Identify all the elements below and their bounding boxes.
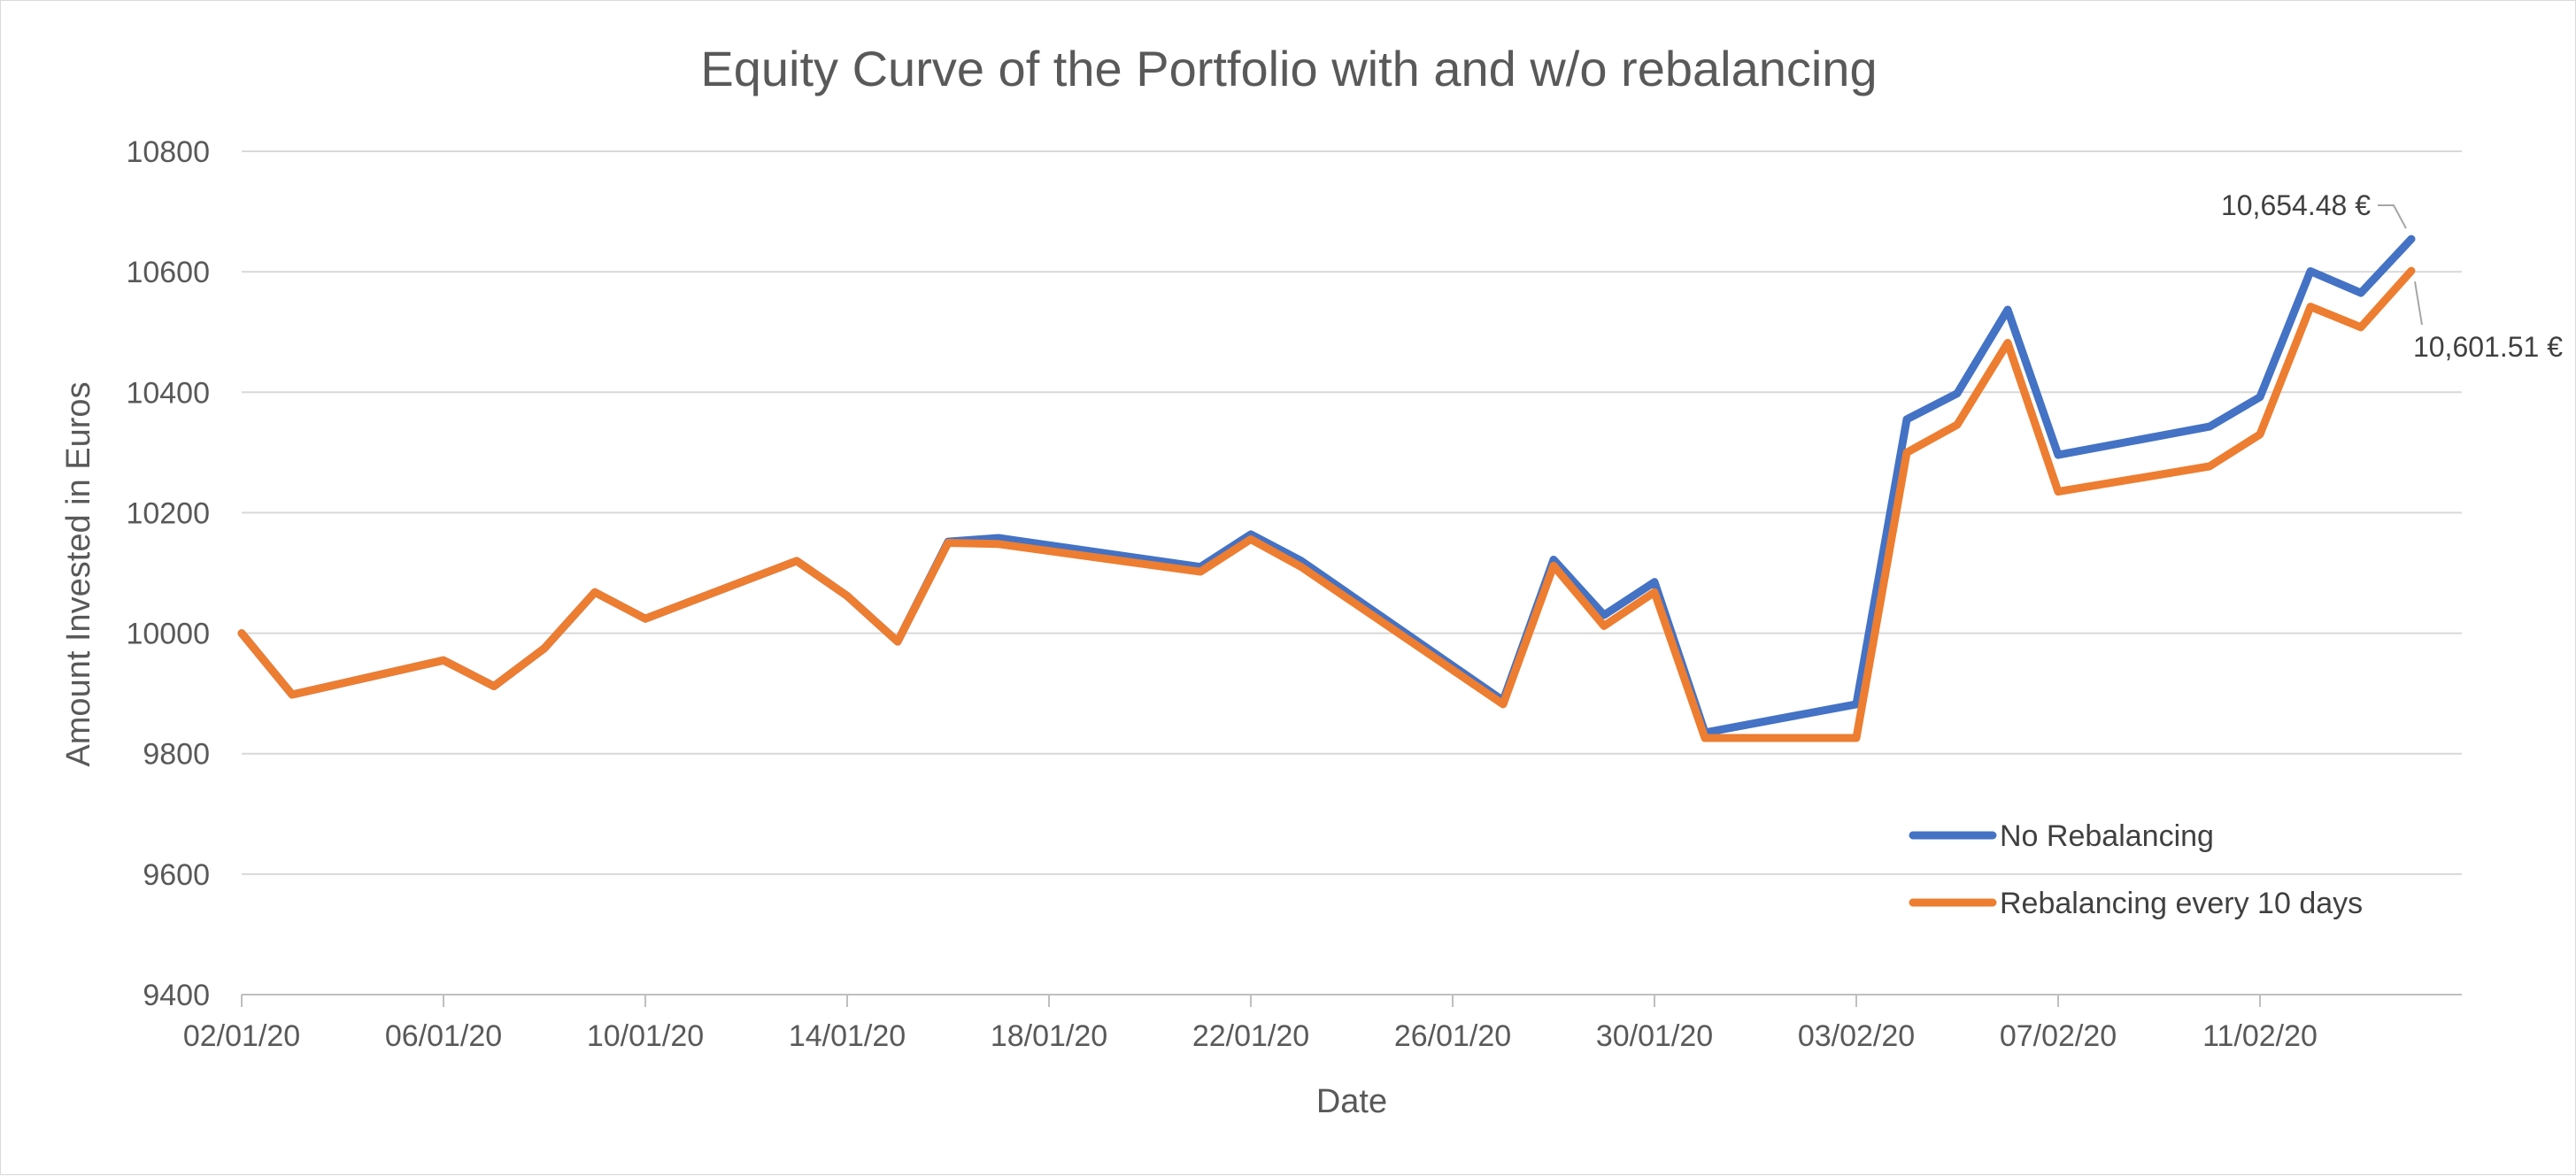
- y-tick-label: 10000: [126, 618, 210, 651]
- series-lines: [237, 234, 2416, 742]
- y-tick-label: 9400: [143, 979, 210, 1012]
- y-tick-label: 10200: [126, 496, 210, 530]
- data-label-leader: [2414, 281, 2423, 326]
- x-tick-label: 14/01/20: [789, 1019, 906, 1053]
- legend-label-rebalancing: Rebalancing every 10 days: [2000, 887, 2363, 920]
- data-annotations: 10,654.48 € 10,601.51 €: [2221, 189, 2563, 363]
- x-tick-label: 06/01/20: [385, 1019, 502, 1053]
- x-axis-title: Date: [1316, 1083, 1387, 1120]
- y-tick-label: 9800: [143, 738, 210, 772]
- y-tick-label: 10400: [126, 376, 210, 410]
- legend: No Rebalancing Rebalancing every 10 days: [1909, 819, 2363, 920]
- gridlines: 9400 9600 9800 10000 10200 10400 10600 10800: [126, 135, 2462, 1012]
- y-tick-label: 10600: [126, 256, 210, 289]
- x-tick-label: 22/01/20: [1192, 1019, 1309, 1053]
- x-tick-label: 02/01/20: [183, 1019, 300, 1053]
- x-tick-label: 30/01/20: [1596, 1019, 1713, 1053]
- x-tick-label: 18/01/20: [991, 1019, 1107, 1053]
- chart-title: Equity Curve of the Portfolio with and w…: [700, 41, 1877, 96]
- y-axis-title: Amount Invested in Euros: [60, 381, 97, 766]
- legend-label-no-rebalancing: No Rebalancing: [2000, 819, 2214, 853]
- x-tick-label: 11/02/20: [2202, 1019, 2318, 1053]
- data-label-end-no-rebalancing: 10,654.48 €: [2221, 189, 2371, 221]
- x-tick-label: 26/01/20: [1394, 1019, 1511, 1053]
- y-tick-label: 9600: [143, 858, 210, 892]
- data-label-leader: [2378, 204, 2407, 229]
- axes: 02/01/20 06/01/20 10/01/20 14/01/20 18/01/20…: [183, 994, 2462, 1053]
- x-tick-label: 10/01/20: [587, 1019, 704, 1053]
- x-tick-label: 07/02/20: [2000, 1019, 2117, 1053]
- data-label-end-rebalancing: 10,601.51 €: [2413, 331, 2563, 363]
- x-tick-label: 03/02/20: [1798, 1019, 1915, 1053]
- y-tick-label: 10800: [126, 135, 210, 169]
- series-line-rebalancing: [237, 266, 2416, 742]
